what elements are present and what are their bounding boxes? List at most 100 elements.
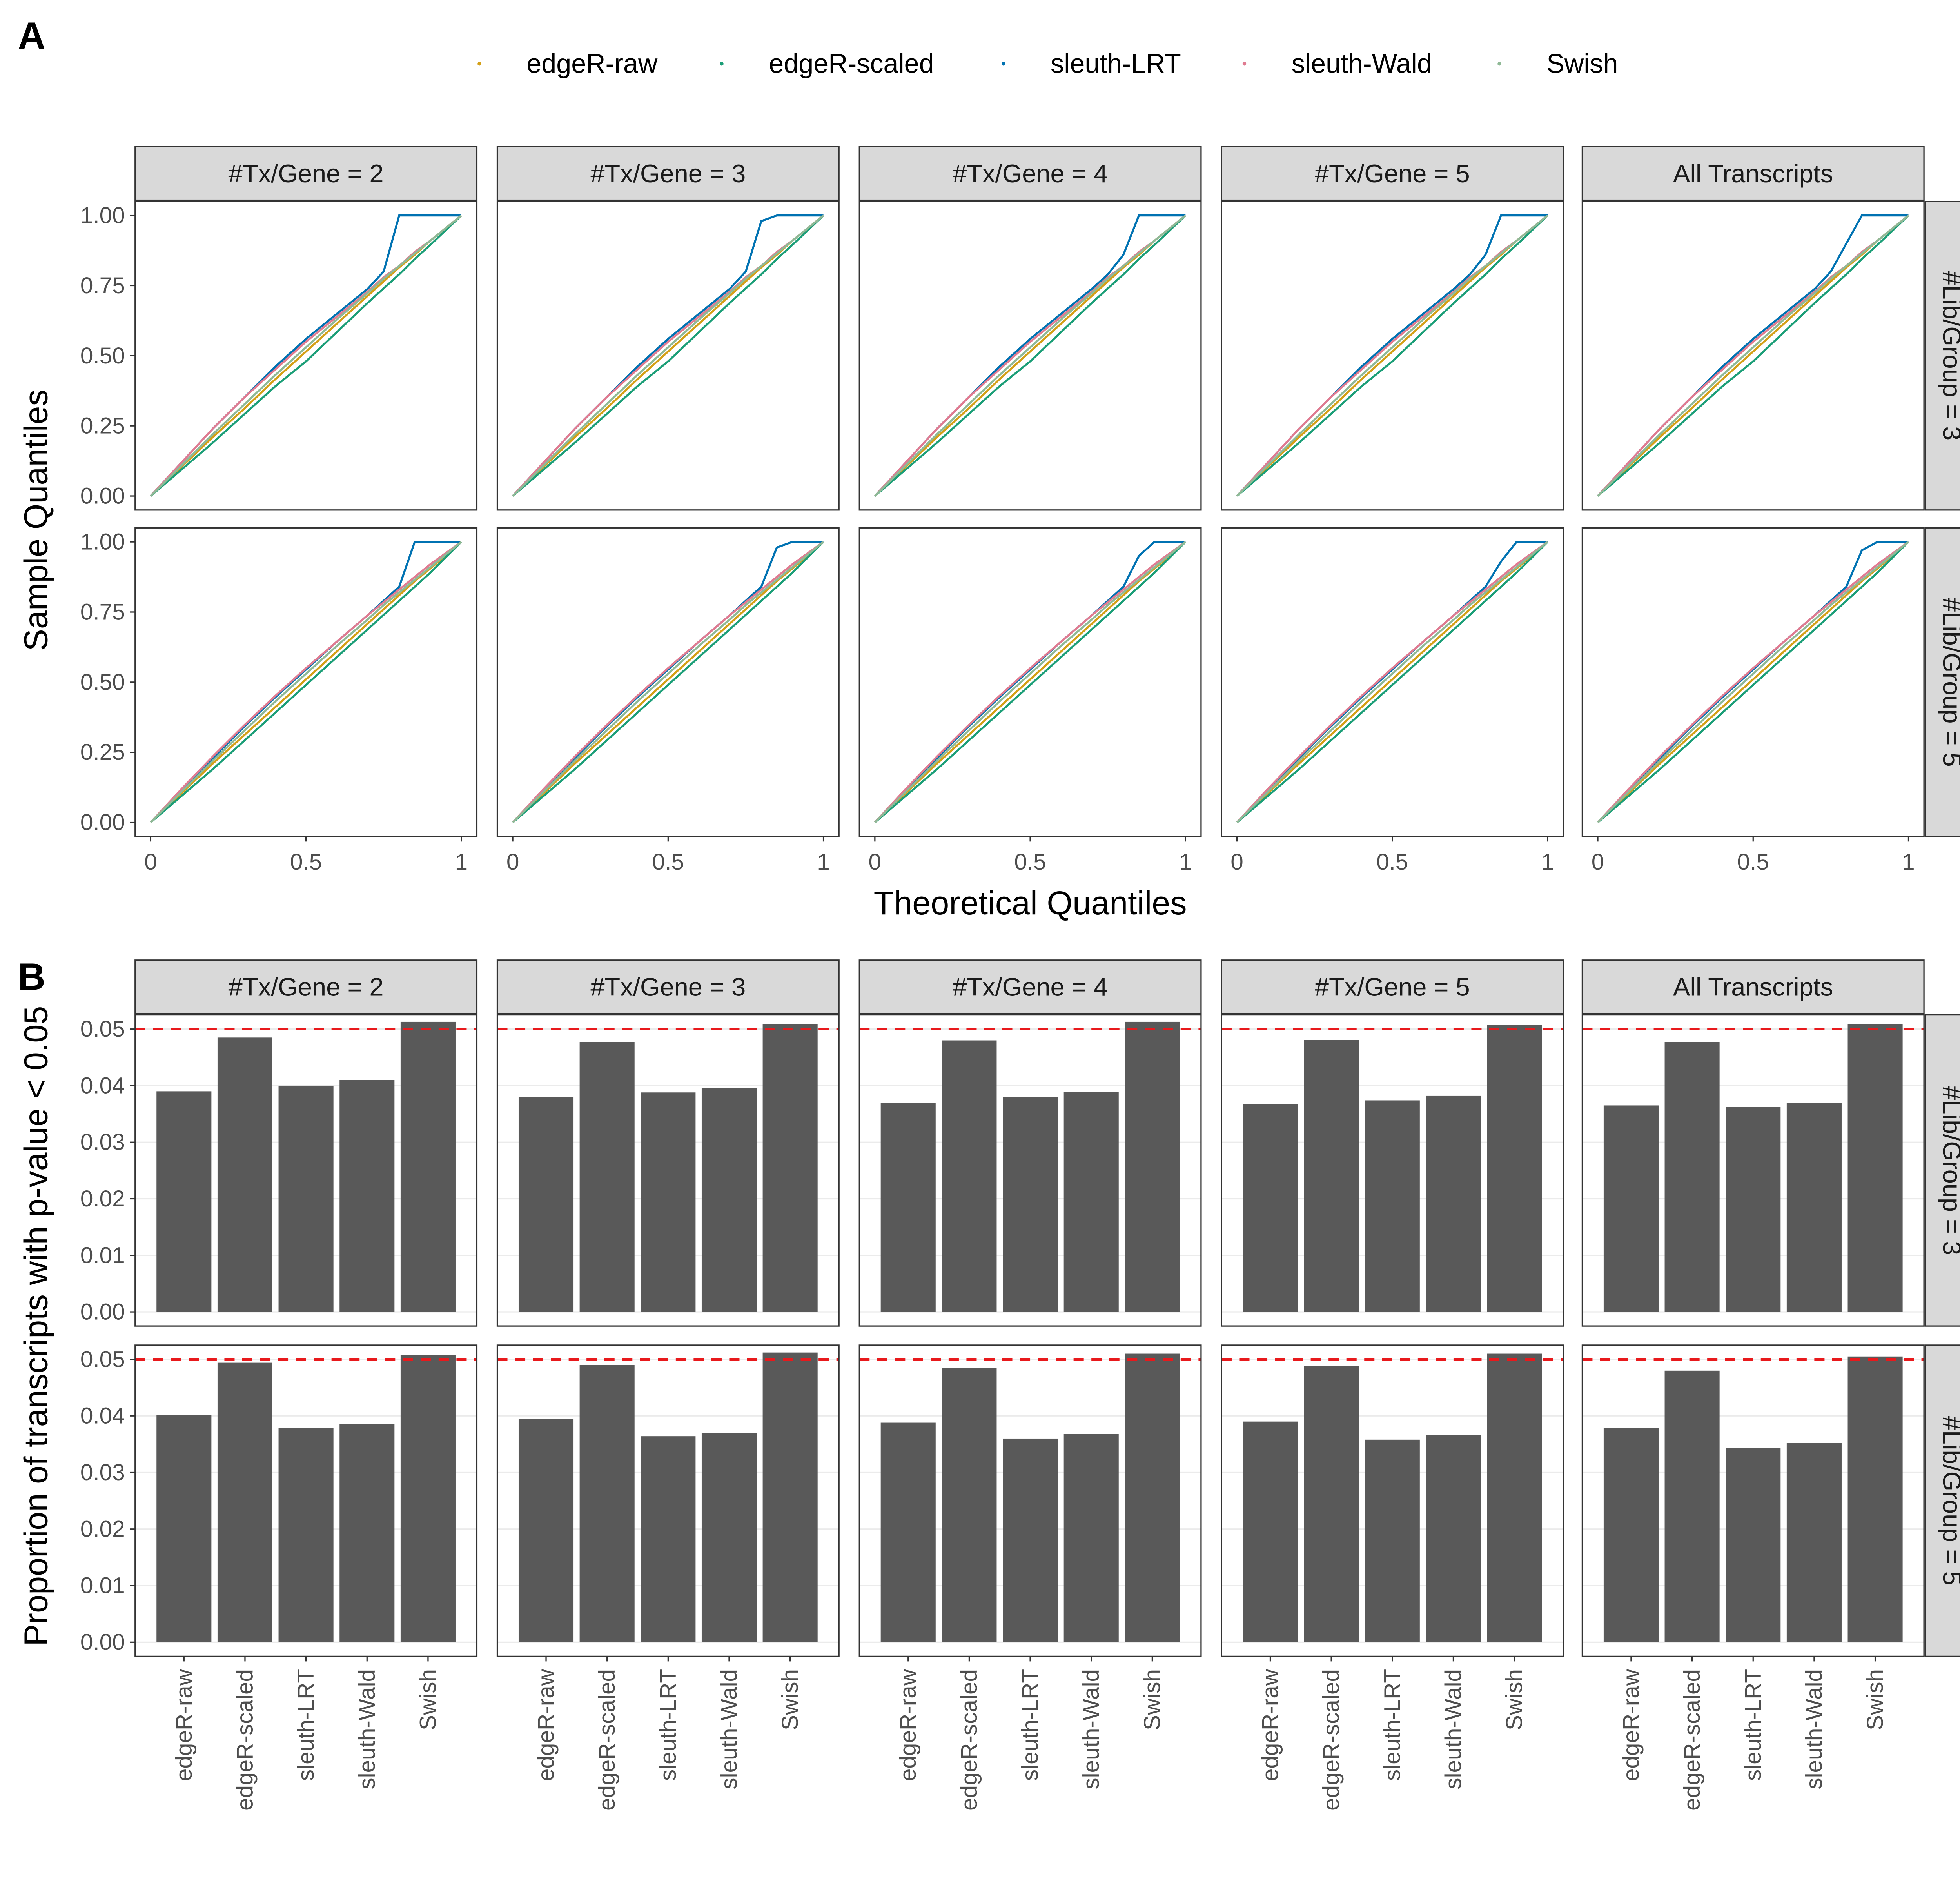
bar — [278, 1085, 334, 1312]
strip-label: #Lib/Group = 5 — [1938, 1416, 1960, 1586]
qq-line — [1236, 541, 1548, 823]
bar — [1847, 1024, 1903, 1312]
qq-line — [874, 541, 1187, 823]
bar — [1243, 1104, 1298, 1312]
bar — [942, 1040, 997, 1312]
panel-border — [858, 1014, 1202, 1327]
qq-line — [150, 214, 462, 497]
panel-border — [858, 201, 1202, 511]
strip-label: #Tx/Gene = 3 — [590, 159, 746, 188]
y-tick-label: 0.75 — [80, 599, 125, 625]
qq-line — [512, 541, 824, 823]
x-tick-label: edgeR-raw — [1258, 1669, 1283, 1781]
strip-label: #Lib/Group = 5 — [1938, 598, 1960, 767]
qq-line — [1236, 541, 1548, 823]
legend-key — [477, 62, 481, 66]
qq-line — [874, 541, 1186, 823]
x-tick-label: 1 — [1541, 849, 1554, 875]
strip — [858, 146, 1202, 201]
x-tick-label: edgeR-scaled — [956, 1669, 982, 1811]
bar — [339, 1080, 395, 1312]
bar — [518, 1097, 574, 1312]
qq-line — [512, 541, 824, 823]
x-tick-label: edgeR-raw — [171, 1669, 197, 1781]
x-tick-label: 0.5 — [1737, 849, 1769, 875]
x-tick-label: edgeR-raw — [534, 1669, 559, 1781]
legend-key — [1242, 62, 1247, 66]
bar — [762, 1024, 818, 1312]
x-tick-label: sleuth-LRT — [1379, 1669, 1405, 1781]
bar — [579, 1365, 635, 1642]
bar — [1603, 1105, 1659, 1312]
y-tick-label: 0.25 — [80, 739, 125, 765]
qq-line — [150, 214, 462, 497]
y-tick-label: 0.02 — [80, 1516, 125, 1542]
panel-border — [496, 1344, 840, 1657]
qq-line — [1236, 214, 1548, 497]
x-tick-label: Swish — [1502, 1669, 1527, 1730]
qq-line — [1597, 541, 1909, 823]
qq-line — [874, 541, 1186, 823]
x-axis-title: Theoretical Quantiles — [874, 884, 1187, 921]
y-tick-label: 0.01 — [80, 1243, 125, 1268]
bar — [217, 1037, 273, 1312]
bar — [1664, 1042, 1720, 1312]
qq-line — [1597, 541, 1909, 823]
bar — [1003, 1097, 1058, 1312]
x-tick-label: 1 — [455, 849, 468, 875]
panel-border — [1581, 1344, 1925, 1657]
bar — [579, 1042, 635, 1312]
bar — [400, 1355, 456, 1642]
qq-line — [874, 214, 1186, 497]
qq-line — [512, 214, 824, 497]
panel — [135, 528, 477, 837]
y-tick-label: 0.50 — [80, 343, 125, 369]
panel-border — [1581, 201, 1925, 511]
strip-label: #Tx/Gene = 2 — [229, 159, 384, 188]
y-tick-label: 0.01 — [80, 1573, 125, 1599]
qq-line — [512, 214, 824, 497]
y-tick-label: 0.03 — [80, 1130, 125, 1155]
qq-line — [512, 214, 824, 497]
strip — [134, 146, 478, 201]
panel — [497, 528, 839, 837]
x-tick-label: edgeR-scaled — [1319, 1669, 1344, 1811]
bar — [156, 1415, 212, 1642]
bar — [1063, 1092, 1119, 1312]
panel-label: A — [18, 15, 45, 57]
bar — [278, 1428, 334, 1642]
panel — [859, 201, 1201, 510]
strip — [1581, 959, 1925, 1014]
panel — [1221, 201, 1563, 510]
legend-key — [1497, 62, 1501, 66]
qq-line — [150, 214, 462, 497]
qq-line — [874, 214, 1186, 497]
panel-border — [1221, 1014, 1564, 1327]
panel-border — [1221, 1344, 1564, 1657]
x-tick-label: 1 — [1902, 849, 1915, 875]
bar — [1243, 1421, 1298, 1642]
qq-line — [512, 541, 824, 823]
panel-border — [134, 201, 478, 511]
x-tick-label: 0 — [869, 849, 882, 875]
bar — [156, 1091, 212, 1312]
y-tick-label: 1.00 — [80, 203, 125, 228]
bar — [701, 1088, 757, 1312]
x-tick-label: Swish — [1862, 1669, 1888, 1730]
panel — [1221, 528, 1563, 837]
x-tick-label: Swish — [1140, 1669, 1165, 1730]
qq-line — [1597, 541, 1909, 823]
qq-line — [874, 214, 1187, 497]
panel — [1582, 528, 1924, 837]
strip-label: All Transcripts — [1673, 973, 1833, 1001]
y-tick-label: 0.05 — [80, 1016, 125, 1042]
qq-line — [1236, 214, 1548, 497]
legend-key — [1001, 62, 1005, 66]
panel-border — [1581, 1014, 1925, 1327]
qq-line — [1236, 214, 1548, 497]
x-tick-label: 0 — [506, 849, 519, 875]
strip — [1924, 1344, 1960, 1657]
strip-label: #Tx/Gene = 5 — [1315, 973, 1470, 1001]
y-tick-label: 1.00 — [80, 529, 125, 555]
